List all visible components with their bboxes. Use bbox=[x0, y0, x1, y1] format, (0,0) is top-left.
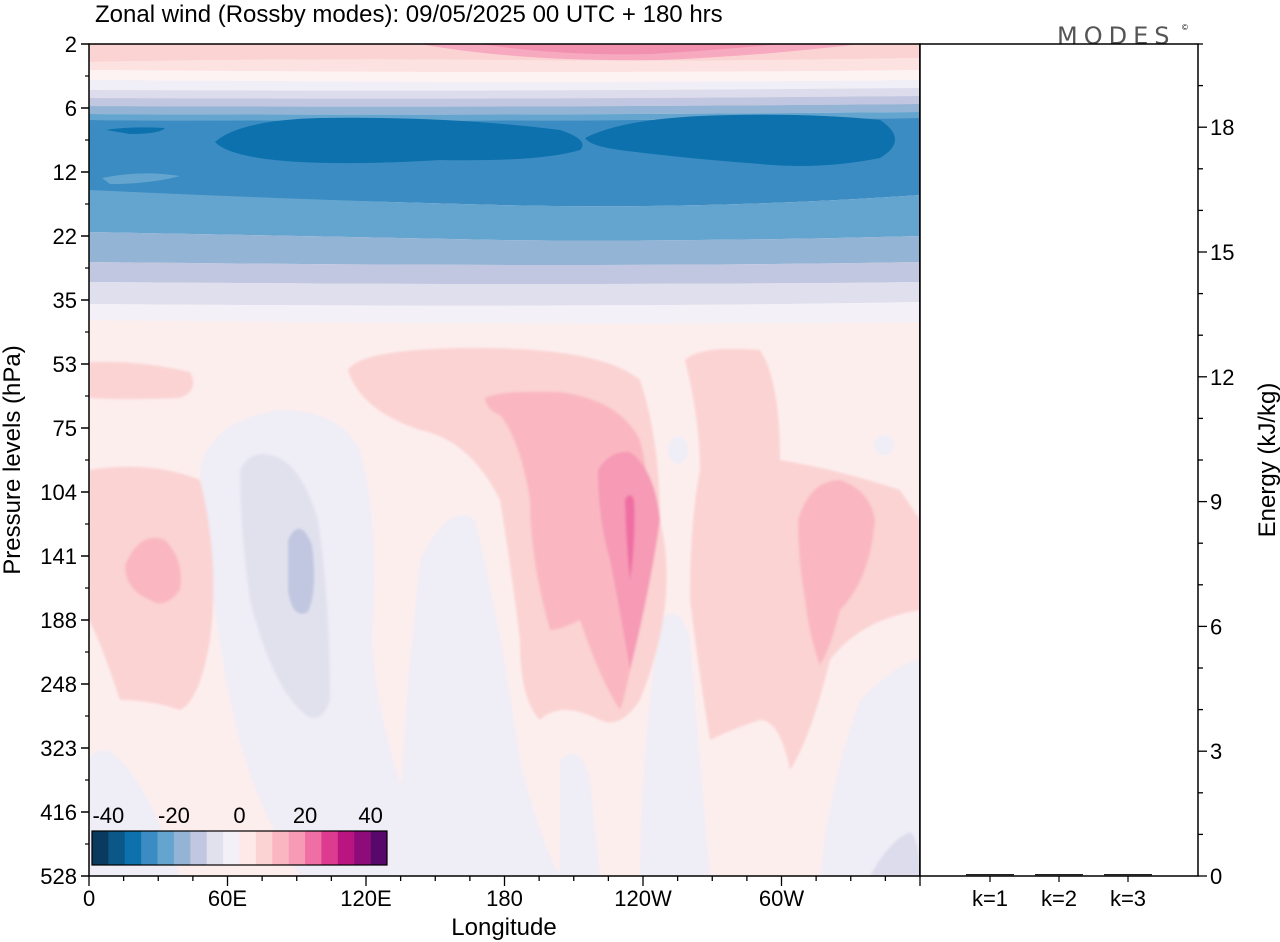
y-tick-label: 323 bbox=[40, 736, 77, 761]
colorbar-swatch bbox=[272, 831, 289, 865]
colorbar-swatch bbox=[206, 831, 224, 865]
pressure-axis: 2 6 12 22 35 53 75 104 141 188 248 323 416 528 bbox=[40, 32, 89, 889]
energy-tick-label: 15 bbox=[1210, 240, 1234, 265]
x-axis-label: Longitude bbox=[451, 914, 556, 941]
colorbar-swatch bbox=[288, 831, 306, 865]
energy-tick-label: 0 bbox=[1210, 864, 1222, 889]
energy-axis: 0 3 6 9 12 15 18 bbox=[1198, 43, 1234, 889]
x-tick-label: 0 bbox=[83, 886, 95, 911]
chart-title: Zonal wind (Rossby modes): 09/05/2025 00… bbox=[95, 1, 723, 28]
energy-tick-label: 18 bbox=[1210, 115, 1234, 140]
colorbar-swatch bbox=[124, 831, 142, 865]
colorbar-swatch bbox=[255, 831, 273, 865]
colorbar-swatch bbox=[173, 831, 191, 865]
colorbar-swatch bbox=[157, 831, 175, 865]
x-tick-label: 60W bbox=[759, 886, 804, 911]
colorbar-swatches bbox=[91, 830, 388, 866]
energy-tick-label: 6 bbox=[1210, 614, 1222, 639]
colorbar-swatch bbox=[92, 831, 109, 865]
x-tick-label: 120W bbox=[614, 886, 672, 911]
colorbar-swatch bbox=[305, 831, 322, 865]
zonal-wind-heatmap bbox=[89, 44, 920, 876]
energy-bars: k=1 k=2 k=3 bbox=[966, 874, 1152, 911]
longitude-axis: 0 60E 120E 180 120W 60W bbox=[83, 876, 921, 911]
energy-category-label: k=2 bbox=[1041, 886, 1077, 911]
x-tick-label: 60E bbox=[208, 886, 247, 911]
energy-bar bbox=[1035, 874, 1083, 876]
colorbar-tick-label: 0 bbox=[233, 803, 245, 828]
energy-tick-label: 3 bbox=[1210, 739, 1222, 764]
colorbar-tick-label: -20 bbox=[158, 803, 190, 828]
colorbar-tick-label: 40 bbox=[358, 803, 382, 828]
colorbar-swatch bbox=[239, 831, 257, 865]
colorbar: -40 -20 0 20 40 bbox=[91, 803, 388, 866]
upper-positive-band bbox=[89, 44, 920, 82]
colorbar-tick-label: 20 bbox=[293, 803, 317, 828]
colorbar-swatch bbox=[223, 831, 240, 865]
y-tick-label: 416 bbox=[40, 800, 77, 825]
y-tick-label: 188 bbox=[40, 608, 77, 633]
y-tick-label: 248 bbox=[40, 672, 77, 697]
y-tick-label: 141 bbox=[40, 544, 77, 569]
colorbar-tick-label: -40 bbox=[92, 803, 124, 828]
energy-tick-label: 9 bbox=[1210, 490, 1222, 515]
energy-category-label: k=3 bbox=[1110, 886, 1146, 911]
y-tick-label: 12 bbox=[53, 160, 77, 185]
y-tick-label: 528 bbox=[40, 864, 77, 889]
y-tick-label: 2 bbox=[65, 32, 77, 57]
colorbar-labels: -40 -20 0 20 40 bbox=[92, 803, 382, 828]
energy-tick-label: 12 bbox=[1210, 365, 1234, 390]
y-axis-label: Pressure levels (hPa) bbox=[0, 345, 26, 574]
y-tick-label: 75 bbox=[53, 416, 77, 441]
x-tick-label: 120E bbox=[340, 886, 391, 911]
colorbar-swatch bbox=[354, 831, 371, 865]
logo-mark: © bbox=[1182, 23, 1188, 32]
colorbar-swatch bbox=[370, 831, 388, 865]
energy-panel-frame bbox=[919, 43, 1199, 877]
colorbar-swatch bbox=[141, 831, 158, 865]
colorbar-frame bbox=[91, 830, 388, 866]
energy-bar bbox=[1104, 874, 1152, 876]
y-tick-label: 22 bbox=[53, 224, 77, 249]
colorbar-swatch bbox=[337, 831, 355, 865]
y-tick-label: 35 bbox=[53, 288, 77, 313]
energy-category-label: k=1 bbox=[972, 886, 1008, 911]
colorbar-swatch bbox=[108, 831, 126, 865]
y-tick-label: 6 bbox=[65, 96, 77, 121]
y-tick-label: 104 bbox=[40, 480, 77, 505]
negative-bands bbox=[89, 80, 920, 324]
energy-axis-label: Energy (kJ/kg) bbox=[1254, 383, 1280, 538]
troposphere-structures bbox=[89, 347, 920, 876]
colorbar-swatch bbox=[190, 831, 208, 865]
x-tick-label: 180 bbox=[486, 886, 523, 911]
energy-bar bbox=[966, 874, 1014, 876]
colorbar-swatch bbox=[321, 831, 339, 865]
y-tick-label: 53 bbox=[53, 352, 77, 377]
